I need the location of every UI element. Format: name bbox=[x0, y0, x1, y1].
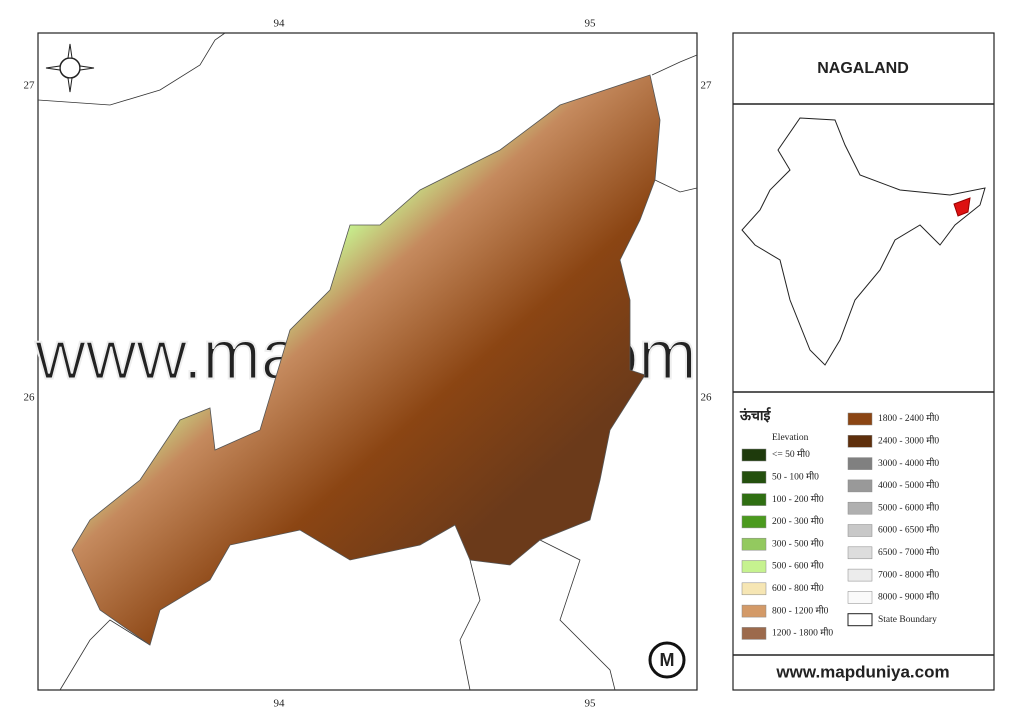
legend-label: 6000 - 6500 मी0 bbox=[878, 524, 939, 536]
legend-label: 50 - 100 मी0 bbox=[772, 470, 819, 482]
legend-title: ऊंचाई bbox=[739, 407, 772, 424]
legend-label: 6500 - 7000 मी0 bbox=[878, 546, 939, 558]
legend-swatch bbox=[847, 591, 873, 604]
latitude-label: 27 bbox=[701, 80, 713, 92]
map-title: NAGALAND bbox=[817, 60, 909, 77]
website: www.mapduniya.com bbox=[775, 662, 949, 681]
legend-swatch bbox=[847, 457, 873, 470]
legend: <= 50 मी0 50 - 100 मी0 100 - 200 मी0 200 - … bbox=[741, 412, 939, 640]
legend-label: <= 50 मी0 bbox=[772, 448, 810, 460]
legend-swatch bbox=[741, 627, 767, 640]
legend-label: 500 - 600 मी0 bbox=[772, 560, 824, 572]
legend-label: 800 - 1200 मी0 bbox=[772, 604, 829, 616]
legend-label: 1200 - 1800 मी0 bbox=[772, 627, 833, 639]
legend-swatch bbox=[847, 412, 873, 426]
legend-label: 600 - 800 मी0 bbox=[772, 582, 824, 594]
legend-swatch bbox=[847, 546, 873, 560]
legend-swatch bbox=[741, 493, 767, 506]
india-outline bbox=[741, 117, 986, 366]
latitude-label: 26 bbox=[24, 392, 36, 404]
nagaland-locator bbox=[953, 197, 971, 217]
legend-label: 4000 - 5000 मी0 bbox=[878, 479, 939, 491]
longitude-label: 94 bbox=[274, 698, 286, 710]
nagaland-relief bbox=[71, 74, 661, 646]
legend-subtitle: Elevation bbox=[772, 433, 809, 443]
legend-swatch bbox=[741, 471, 767, 484]
longitude-label: 94 bbox=[274, 18, 286, 30]
legend-swatch bbox=[847, 435, 873, 448]
legend-swatch bbox=[847, 501, 873, 515]
compass bbox=[45, 43, 95, 93]
neighbor-boundaries bbox=[37, 32, 698, 691]
legend-swatch bbox=[741, 448, 767, 462]
legend-label: 3000 - 4000 मी0 bbox=[878, 457, 939, 469]
legend-swatch bbox=[847, 524, 873, 537]
legend-label: 7000 - 8000 मी0 bbox=[878, 568, 939, 580]
legend-label: State Boundary bbox=[878, 615, 937, 625]
legend-label: 100 - 200 मी0 bbox=[772, 493, 824, 505]
legend-label: 8000 - 9000 मी0 bbox=[878, 591, 939, 603]
latitude-label: 26 bbox=[701, 392, 713, 404]
legend-swatch bbox=[741, 582, 767, 596]
legend-swatch bbox=[741, 515, 767, 529]
legend-swatch bbox=[847, 568, 873, 582]
longitude-label: 95 bbox=[585, 18, 597, 30]
logo: M bbox=[648, 641, 686, 679]
legend-label: 2400 - 3000 मी0 bbox=[878, 434, 939, 446]
legend-label: 5000 - 6000 मी0 bbox=[878, 501, 939, 513]
legend-swatch bbox=[847, 613, 873, 627]
longitude-label: 95 bbox=[585, 698, 597, 710]
legend-swatch bbox=[741, 560, 767, 573]
svg-text:M: M bbox=[660, 650, 675, 670]
latitude-label: 27 bbox=[24, 80, 36, 92]
legend-swatch bbox=[741, 537, 767, 551]
legend-swatch bbox=[741, 604, 767, 618]
legend-label: 200 - 300 मी0 bbox=[772, 515, 824, 527]
legend-swatch bbox=[847, 479, 873, 493]
coordinate-labels: 94 95 94 95 27 26 27 26 bbox=[24, 18, 713, 710]
legend-label: 1800 - 2400 मी0 bbox=[878, 412, 939, 424]
legend-label: 300 - 500 मी0 bbox=[772, 537, 824, 549]
